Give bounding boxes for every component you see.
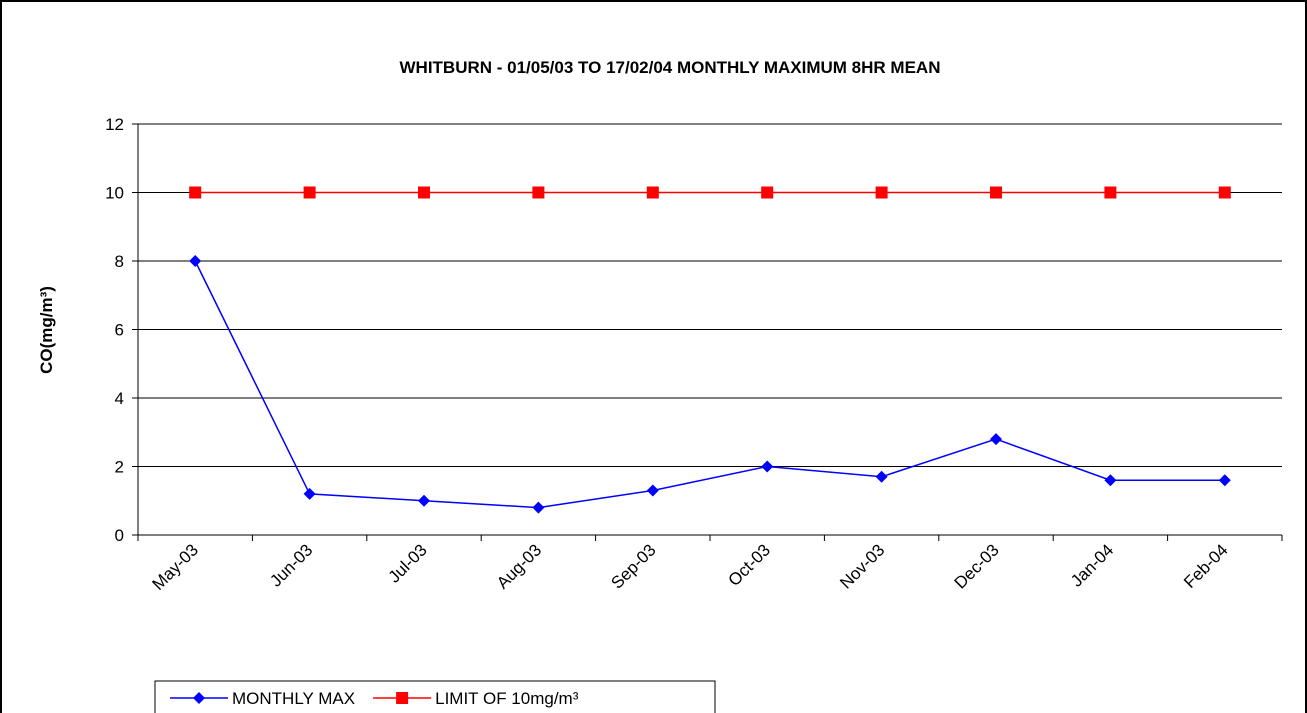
data-point	[303, 186, 316, 199]
data-point	[1104, 186, 1117, 199]
y-tick-label: 6	[115, 321, 124, 340]
data-point	[189, 186, 202, 199]
y-tick-label: 8	[115, 252, 124, 271]
y-axis-label: CO(mg/m³)	[37, 286, 56, 374]
data-point	[1104, 474, 1117, 487]
data-point	[990, 186, 1002, 199]
data-point	[532, 186, 545, 199]
data-point	[189, 255, 202, 267]
legend-marker	[193, 692, 205, 704]
data-point	[303, 487, 316, 500]
legend-box	[154, 680, 716, 713]
series-line	[194, 260, 1225, 509]
data-point	[875, 470, 888, 483]
chart-title: WHITBURN - 01/05/03 TO 17/02/04 MONTHLY …	[400, 58, 941, 77]
data-point	[761, 460, 774, 473]
legend-label: LIMIT OF 10mg/m³	[435, 689, 579, 708]
y-tick-label: 2	[115, 458, 124, 477]
y-tick-label: 10	[105, 184, 124, 203]
data-point	[646, 186, 659, 199]
y-tick-label: 4	[115, 389, 124, 408]
y-tick-label: 12	[105, 115, 124, 134]
data-point	[1218, 186, 1231, 199]
data-point	[418, 494, 430, 507]
y-tick-label: 0	[115, 526, 124, 545]
legend-label: MONTHLY MAX	[232, 689, 355, 708]
data-point	[646, 484, 659, 497]
legend-marker	[396, 692, 409, 704]
data-point	[875, 186, 888, 199]
data-point	[990, 433, 1002, 446]
data-point	[532, 501, 545, 514]
data-point	[761, 186, 774, 199]
data-point	[1218, 474, 1231, 487]
data-point	[418, 186, 430, 199]
